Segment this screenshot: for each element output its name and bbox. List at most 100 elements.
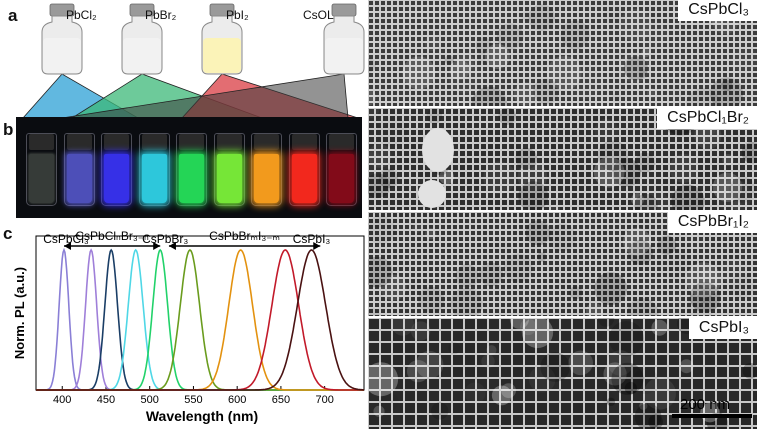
texture-blob	[569, 286, 583, 300]
texture-blob	[368, 58, 376, 73]
mixing-triangle-gray	[61, 73, 349, 119]
texture-blob	[634, 152, 655, 173]
texture-blob	[501, 383, 516, 399]
texture-blob	[721, 79, 733, 92]
texture-blob	[657, 235, 677, 255]
pl-spectra-chart: 400 450 500 550 600 650 700 Wavelength (nm) Norm…	[12, 229, 365, 424]
texture-blob	[686, 291, 716, 316]
label-cspbcl3: CsPbCl₃	[43, 232, 89, 246]
texture-blob	[517, 161, 548, 192]
texture-blob	[449, 59, 470, 80]
glowing-vial	[176, 133, 207, 206]
tem-label-cspbi3: CsPbI₃	[688, 318, 757, 339]
texture-blob	[722, 154, 734, 166]
texture-blob	[716, 179, 752, 210]
texture-blob	[525, 220, 551, 246]
texture-blob	[619, 8, 652, 42]
scale-bar	[672, 414, 752, 418]
texture-blob	[594, 118, 619, 144]
texture-blob	[550, 126, 560, 136]
texture-blob	[611, 93, 620, 102]
texture-blob	[622, 227, 651, 256]
texture-blob	[456, 53, 475, 72]
glowing-vial	[251, 133, 282, 206]
texture-blob	[380, 393, 398, 411]
texture-blob	[441, 266, 465, 290]
texture-blob	[373, 405, 385, 417]
vial-cap	[329, 134, 354, 150]
vial-cap	[254, 134, 279, 150]
texture-blob	[368, 173, 391, 199]
tem-image-cspbi3	[368, 318, 757, 429]
texture-blob	[731, 46, 757, 74]
texture-blob	[623, 56, 648, 81]
texture-blob	[520, 318, 537, 336]
texture-blob	[689, 281, 721, 313]
texture-blob	[368, 144, 392, 168]
texture-blob	[380, 274, 407, 301]
vial-glow	[179, 154, 204, 203]
x-tick-label: 500	[141, 394, 159, 406]
glowing-vial	[213, 133, 245, 206]
precursor-label-pbbr2: PbBr₂	[145, 8, 177, 22]
texture-blob	[671, 184, 705, 210]
texture-blob	[406, 360, 430, 383]
texture-blob	[741, 141, 757, 164]
texture-blob	[640, 21, 668, 49]
vial-glow	[216, 154, 242, 203]
tem-label-cspbcl3: CsPbCl₃	[678, 0, 757, 21]
texture-blob	[631, 193, 644, 207]
texture-blob	[697, 289, 712, 304]
texture-blob	[475, 37, 492, 54]
precursor-vial	[201, 3, 243, 75]
y-axis-label: Norm. PL (a.u.)	[12, 267, 27, 359]
x-tick-label: 700	[315, 394, 333, 406]
vial-glow	[66, 154, 92, 203]
texture-blob	[411, 321, 431, 341]
precursor-vial	[121, 3, 163, 75]
texture-blob	[597, 318, 615, 327]
texture-blob	[612, 158, 641, 187]
texture-blob	[559, 38, 572, 51]
label-clbr-range: CsPbClₙBr₃₋ₙ	[75, 229, 149, 243]
tem-image-cspbcl3	[368, 0, 757, 106]
texture-blob	[611, 362, 644, 395]
x-tick-label: 650	[272, 394, 290, 406]
texture-blob	[685, 87, 721, 106]
texture-blob	[391, 318, 414, 336]
texture-blob	[673, 294, 682, 303]
texture-blob	[555, 262, 582, 289]
texture-blob	[606, 397, 616, 407]
texture-blob	[597, 140, 629, 172]
glowing-vial	[63, 133, 95, 206]
texture-blob	[698, 269, 718, 289]
texture-blob	[685, 262, 722, 298]
vial-cap	[29, 134, 54, 150]
label-bri-range: CsPbBrₘI₃₋ₘ	[209, 229, 280, 243]
texture-blob	[424, 35, 441, 51]
texture-blob	[394, 268, 413, 287]
texture-blob	[624, 381, 638, 395]
texture-blob	[368, 215, 396, 245]
texture-blob	[518, 181, 549, 210]
texture-blob	[548, 223, 577, 252]
texture-blob	[608, 321, 644, 357]
texture-blob	[648, 414, 663, 429]
vial-cap	[291, 134, 317, 150]
glowing-vial	[26, 133, 57, 206]
texture-blob	[560, 20, 590, 50]
texture-blob	[499, 241, 513, 255]
texture-blob	[626, 298, 659, 316]
texture-blob	[634, 193, 658, 210]
precursor-vial	[323, 3, 365, 75]
texture-blob	[729, 176, 756, 203]
texture-blob	[585, 302, 603, 316]
texture-blob	[639, 401, 648, 410]
panel-c-letter: c	[3, 224, 13, 243]
vial-glow	[254, 154, 279, 203]
texture-blob	[602, 391, 615, 405]
texture-blob	[481, 354, 495, 369]
vial-glow	[141, 154, 167, 203]
texture-blob	[455, 264, 479, 288]
texture-blob	[483, 161, 516, 194]
